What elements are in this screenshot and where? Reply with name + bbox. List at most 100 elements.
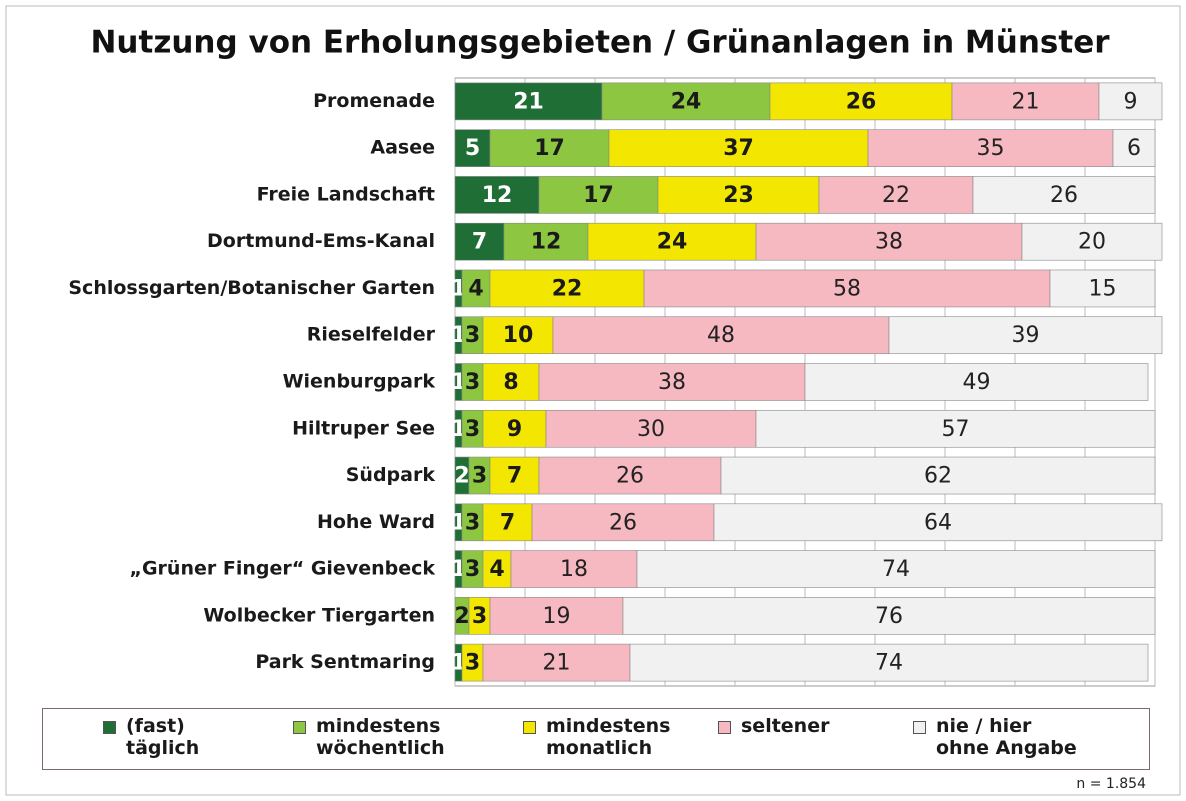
bar-segment	[755, 409, 1156, 448]
data-label: 6	[1127, 136, 1141, 161]
data-label: 62	[924, 464, 952, 489]
bar-segment	[629, 643, 1149, 682]
data-label: 74	[875, 651, 903, 676]
data-label: 37	[723, 136, 754, 161]
data-label: 48	[707, 323, 735, 348]
bar-segment	[1049, 269, 1156, 308]
legend: (fast) täglich mindestens wöchentlich mind…	[42, 708, 1150, 770]
category-label: „Grüner Finger“ Gievenbeck	[129, 558, 435, 580]
data-label: 12	[482, 183, 513, 208]
data-label: 23	[723, 183, 754, 208]
bar-segment	[538, 176, 659, 214]
data-label: 24	[671, 89, 702, 114]
bar-segment	[489, 129, 610, 167]
data-label: 7	[500, 510, 515, 535]
data-label: 17	[583, 183, 614, 208]
category-label: Hiltruper See	[292, 417, 435, 439]
data-label: 3	[465, 323, 480, 348]
chart-title: Nutzung von Erholungsgebieten / Grünanla…	[90, 25, 1110, 61]
data-label: 19	[543, 604, 571, 629]
data-label: 3	[465, 651, 480, 676]
legend-swatch	[718, 721, 731, 734]
legend-item: mindestens monatlich	[523, 709, 718, 769]
bar-segment	[461, 269, 491, 308]
data-label: 2	[454, 464, 469, 489]
data-label: 49	[963, 370, 991, 395]
data-label: 26	[609, 510, 637, 535]
category-label: Promenade	[313, 90, 435, 112]
legend-item: nie / hier ohne Angabe	[913, 709, 1143, 769]
bar-segment	[482, 409, 547, 448]
data-label: 21	[513, 89, 544, 114]
bar-segment	[489, 597, 624, 635]
legend-swatch	[293, 721, 306, 734]
data-label: 3	[465, 510, 480, 535]
data-label: 35	[977, 136, 1005, 161]
bar-segment	[867, 129, 1114, 167]
bar-segment	[622, 597, 1156, 635]
data-label: 3	[465, 557, 480, 582]
data-label: 26	[616, 464, 644, 489]
bar-segment	[531, 503, 715, 542]
bar-segment	[454, 176, 540, 214]
data-label: 38	[658, 370, 686, 395]
bar-segment	[489, 456, 540, 495]
data-label: 7	[472, 230, 487, 255]
legend-item: seltener	[718, 709, 913, 769]
category-label: Rieselfelder	[307, 324, 436, 346]
bar-segment	[713, 503, 1163, 542]
legend-item: mindestens wöchentlich	[293, 709, 523, 769]
data-label: 12	[531, 230, 562, 255]
data-label: 17	[534, 136, 565, 161]
data-label: 39	[1012, 323, 1040, 348]
bar-segment	[482, 503, 533, 542]
legend-swatch	[523, 721, 536, 734]
bar-segment	[489, 269, 645, 308]
bar-segment	[587, 222, 757, 261]
category-label: Schlossgarten/Botanischer Garten	[68, 277, 435, 299]
bar-segment	[818, 176, 974, 214]
legend-swatch	[913, 721, 926, 734]
data-label: 26	[846, 89, 877, 114]
bar-segment	[454, 222, 505, 261]
category-label: Freie Landschaft	[257, 183, 435, 205]
bar-segment	[804, 363, 1149, 401]
category-label: Park Sentmaring	[255, 651, 435, 673]
bar-segment	[1021, 222, 1163, 261]
bar-segment	[888, 316, 1163, 355]
bar-segment	[657, 176, 820, 214]
data-label: 21	[543, 651, 571, 676]
bar-segment	[1112, 129, 1156, 167]
legend-label: mindestens monatlich	[546, 715, 671, 759]
data-label: 22	[882, 183, 910, 208]
bar-segment	[482, 363, 540, 401]
legend-item: (fast) täglich	[103, 709, 293, 769]
category-label: Wienburgpark	[283, 371, 436, 393]
data-label: 9	[507, 417, 522, 442]
data-label: 20	[1078, 230, 1106, 255]
data-label: 4	[468, 276, 483, 301]
data-label: 22	[552, 276, 583, 301]
data-label: 4	[489, 557, 504, 582]
legend-label: mindestens wöchentlich	[316, 715, 445, 759]
bar-segment	[972, 176, 1156, 214]
category-label: Dortmund-Ems-Kanal	[207, 230, 435, 252]
frame	[5, 5, 1181, 796]
note: n = 1.854	[1076, 776, 1146, 792]
data-label: 38	[875, 230, 903, 255]
data-label: 5	[465, 136, 480, 161]
data-label: 8	[503, 370, 518, 395]
data-label: 30	[637, 417, 665, 442]
bar-segment	[951, 82, 1100, 121]
legend-swatch	[103, 721, 116, 734]
data-label: 21	[1012, 89, 1040, 114]
category-label: Wolbecker Tiergarten	[203, 604, 435, 626]
data-label: 2	[454, 604, 469, 629]
data-label: 9	[1124, 89, 1138, 114]
data-label: 76	[875, 604, 903, 629]
data-label: 10	[503, 323, 534, 348]
bar-segment	[538, 363, 806, 401]
bar-segment	[636, 550, 1156, 588]
